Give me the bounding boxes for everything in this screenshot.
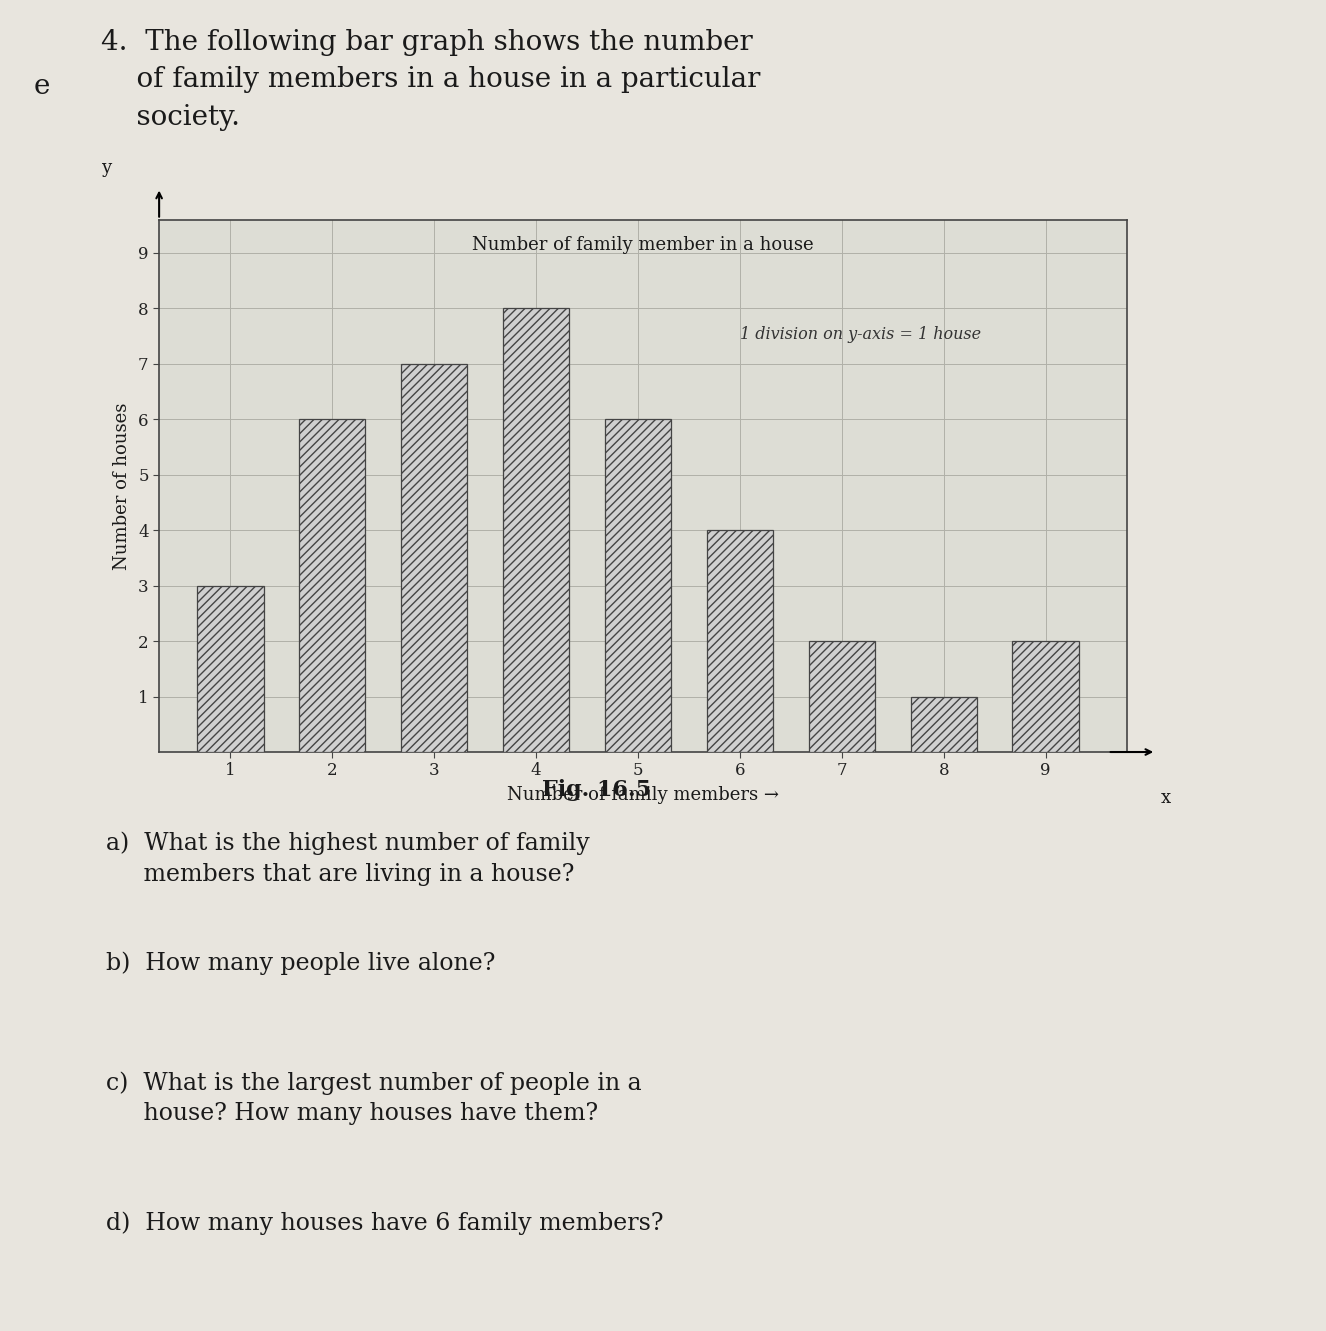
Text: d)  How many houses have 6 family members?: d) How many houses have 6 family members… xyxy=(106,1211,663,1235)
Text: x: x xyxy=(1160,789,1171,808)
Bar xyxy=(300,419,366,752)
Text: c)  What is the largest number of people in a
     house? How many houses have t: c) What is the largest number of people … xyxy=(106,1071,642,1125)
Text: Number of family member in a house: Number of family member in a house xyxy=(472,236,814,254)
Text: 1 division on y-axis = 1 house: 1 division on y-axis = 1 house xyxy=(740,326,981,343)
Text: a)  What is the highest number of family
     members that are living in a house: a) What is the highest number of family … xyxy=(106,832,590,885)
Bar xyxy=(402,363,467,752)
Bar xyxy=(1013,642,1079,752)
X-axis label: Number of family members →: Number of family members → xyxy=(507,787,780,804)
Text: Fig. 16.5: Fig. 16.5 xyxy=(542,779,651,801)
Bar xyxy=(707,530,773,752)
Bar xyxy=(605,419,671,752)
Bar xyxy=(809,642,875,752)
Text: e: e xyxy=(33,73,49,100)
Bar xyxy=(911,696,977,752)
Text: 4.  The following bar graph shows the number
    of family members in a house in: 4. The following bar graph shows the num… xyxy=(101,28,760,130)
Text: y: y xyxy=(101,158,111,177)
Text: b)  How many people live alone?: b) How many people live alone? xyxy=(106,952,496,976)
Bar xyxy=(503,309,569,752)
Bar xyxy=(198,586,264,752)
Y-axis label: Number of houses: Number of houses xyxy=(113,402,131,570)
